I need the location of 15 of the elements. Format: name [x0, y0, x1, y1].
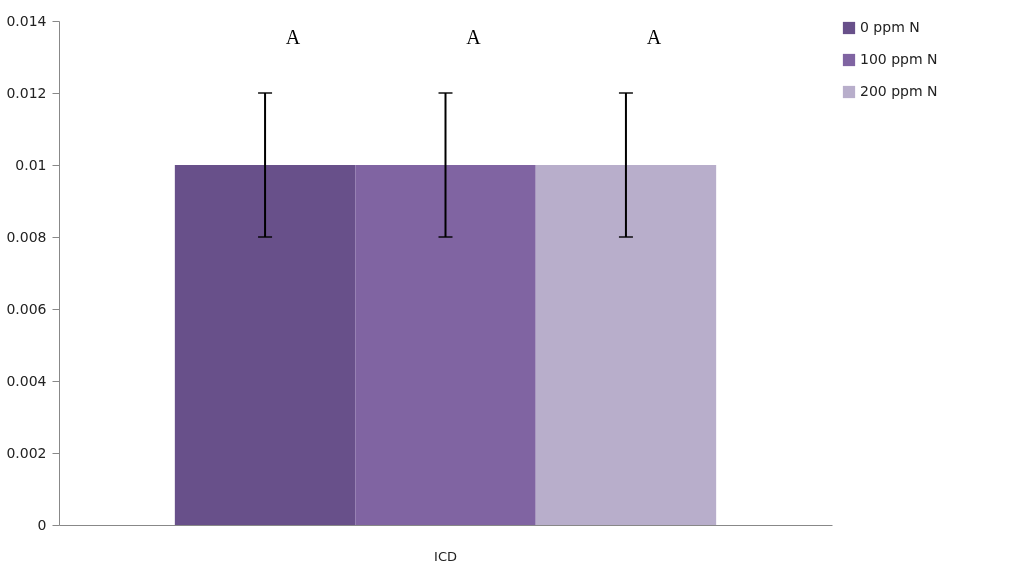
legend-label: 0 ppm N	[860, 19, 920, 35]
annotation: A	[285, 26, 301, 48]
legend-label: 100 ppm N	[860, 51, 938, 67]
annotation: A	[466, 26, 482, 48]
legend-label: 200 ppm N	[860, 83, 938, 99]
y-tick-label: 0.008	[6, 228, 47, 245]
annotation: A	[646, 26, 662, 48]
y-tick-label: 0.01	[15, 156, 47, 173]
y-tick-label: 0.002	[6, 444, 47, 461]
y-tick-label: 0	[37, 516, 47, 533]
y-tick-label: 0.004	[6, 372, 47, 389]
y-tick-label: 0.014	[6, 12, 47, 29]
y-tick-label: 0.012	[6, 84, 47, 101]
x-tick-label: ICD	[434, 548, 457, 564]
y-tick-label: 0.006	[6, 300, 47, 317]
